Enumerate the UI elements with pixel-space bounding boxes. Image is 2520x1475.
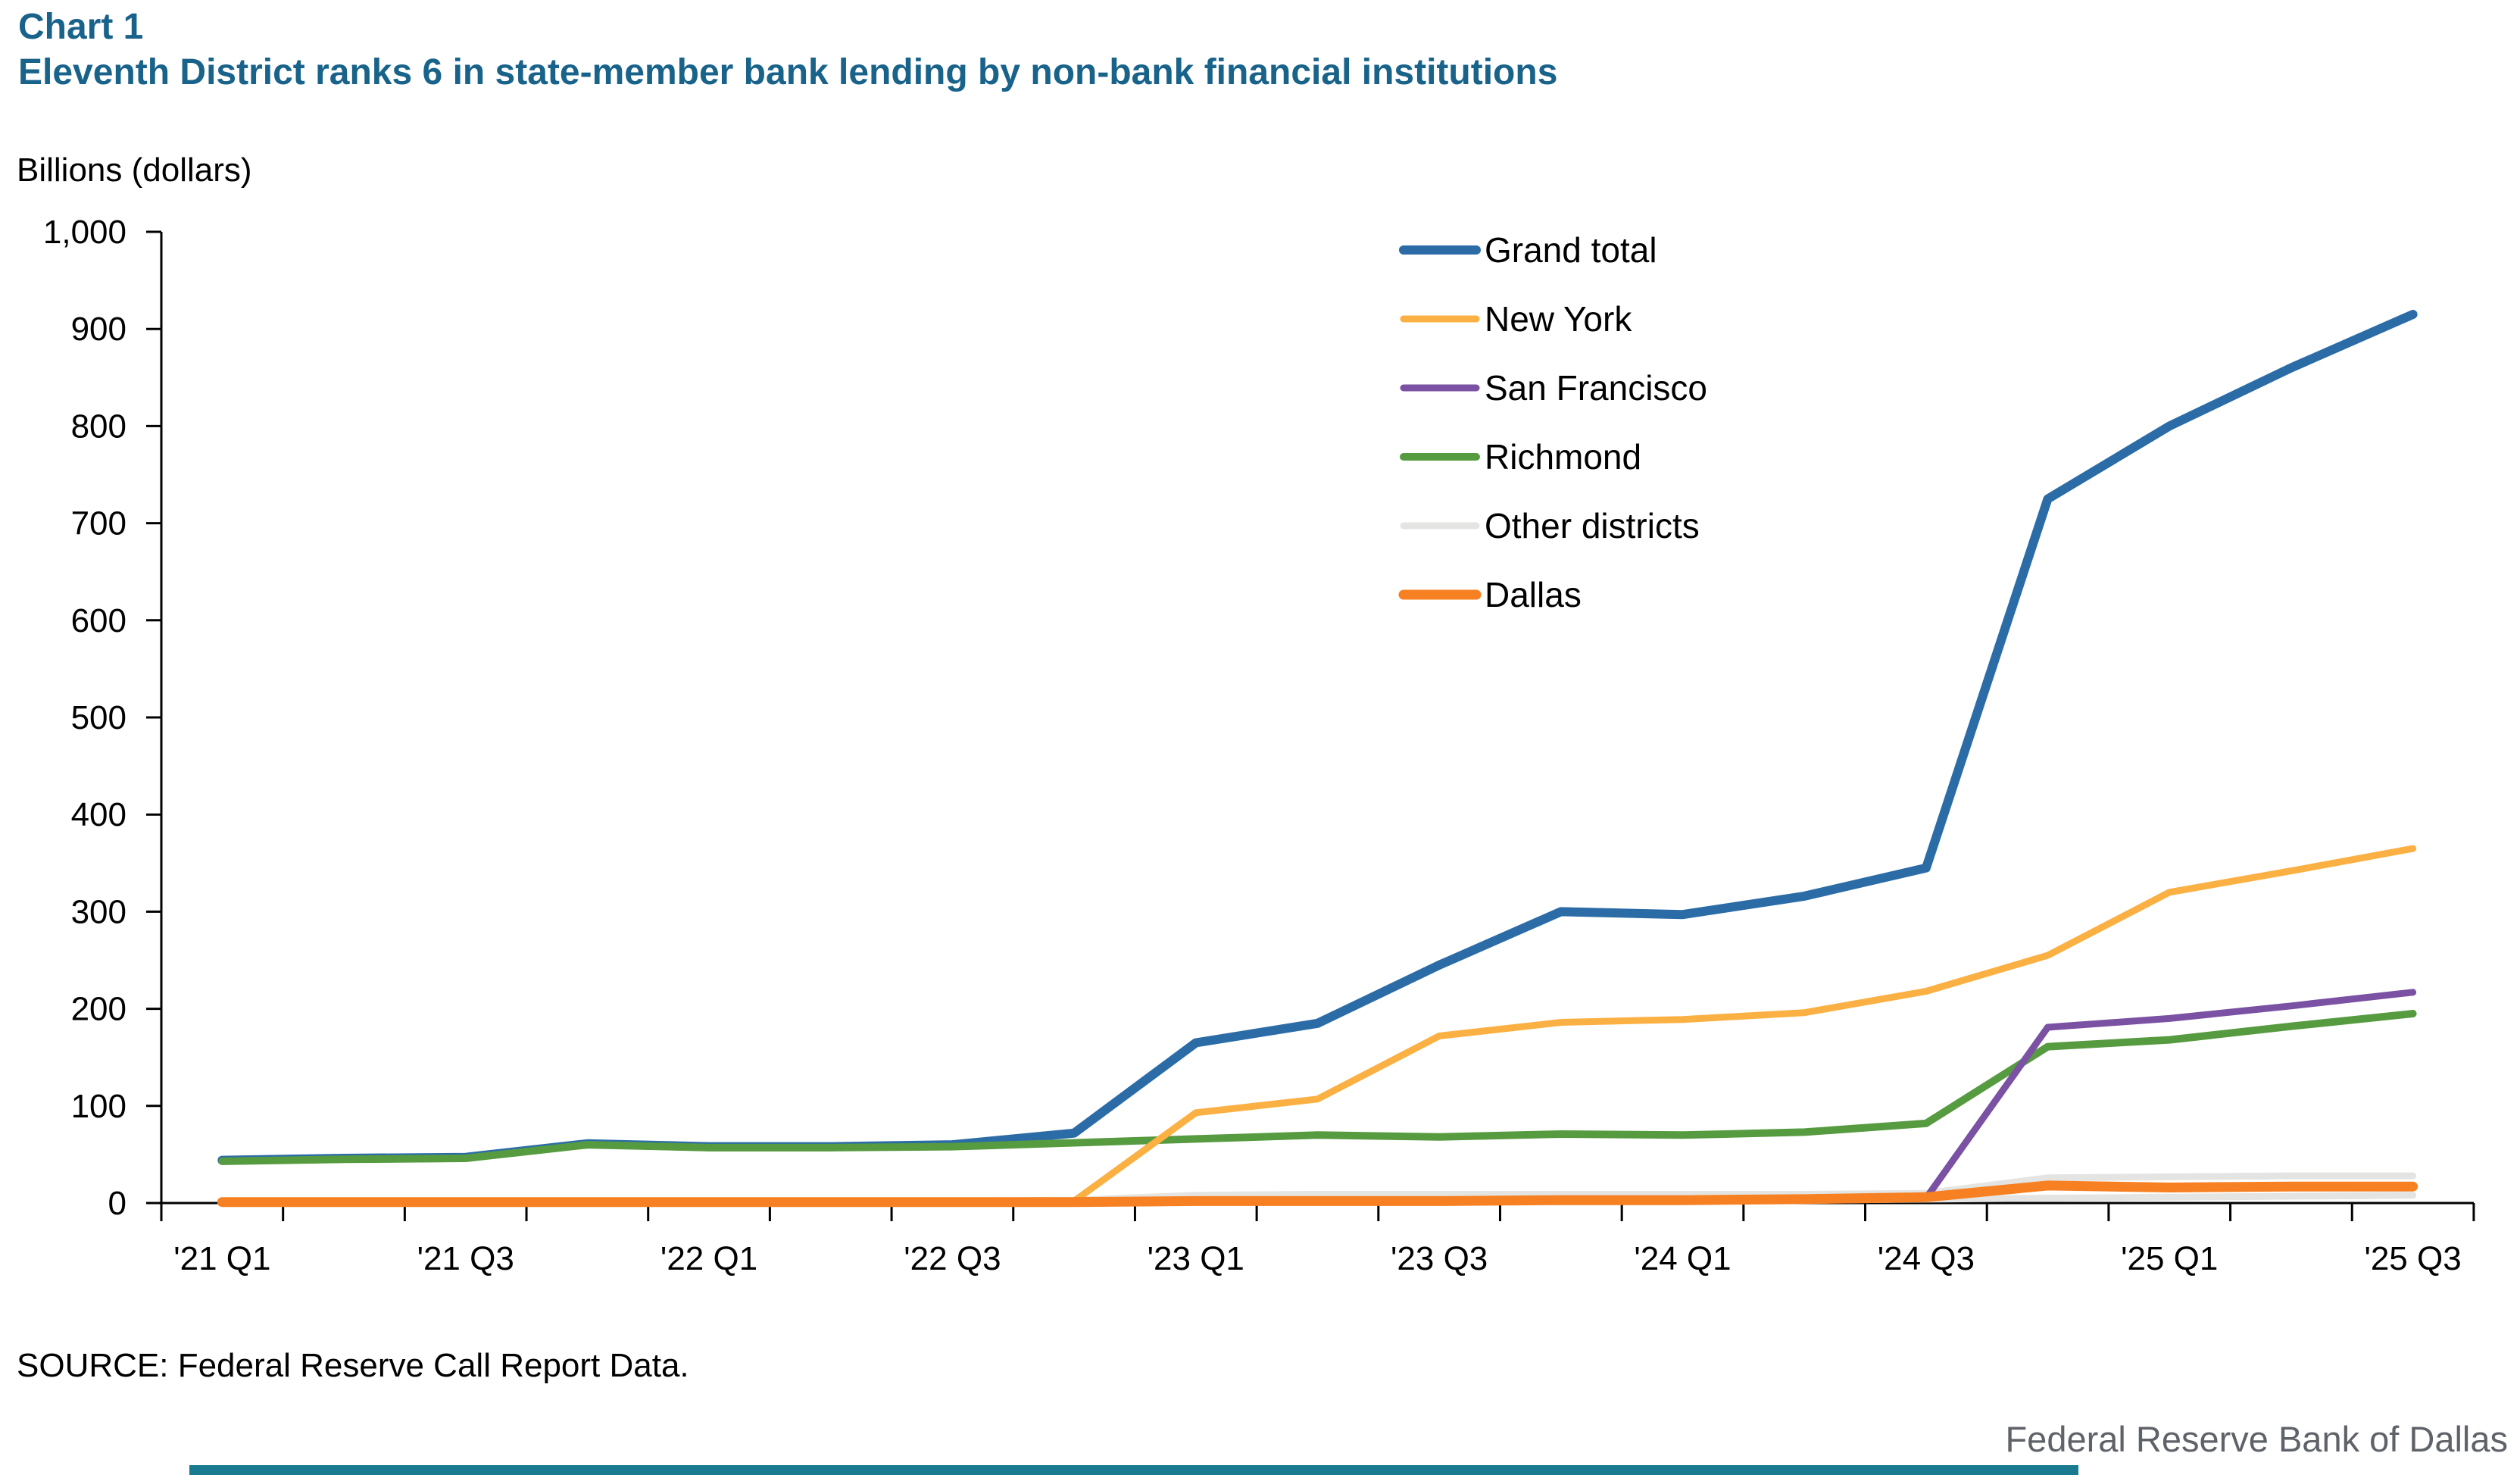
x-axis-tick-label: '24 Q1 [1634,1240,1731,1277]
x-axis-tick-label: '21 Q1 [173,1240,270,1277]
footer-accent-bar [189,1465,2078,1475]
series-line-richmond [218,1010,2417,1165]
y-axis-tick-label: 200 [71,991,126,1028]
y-axis-tick-label: 700 [71,505,126,542]
org-footer-label: Federal Reserve Bank of Dallas [2005,1419,2508,1459]
y-axis-tick-label: 1,000 [43,214,126,251]
y-axis-tick-label: 900 [71,311,126,348]
legend-label-san-francisco: San Francisco [1485,368,1707,408]
x-axis-tick-label: '21 Q3 [417,1240,514,1277]
x-axis-tick-label: '22 Q3 [904,1240,1001,1277]
y-axis-tick-label: 0 [108,1185,126,1222]
series-line-grand-total [217,310,2418,1165]
legend-label-dallas: Dallas [1485,575,1582,614]
series-line-dallas [217,1180,2419,1208]
x-axis-tick-label: '25 Q3 [2364,1240,2461,1277]
legend-label-richmond: Richmond [1485,437,1641,477]
y-axis-tick-label: 300 [71,893,126,930]
y-axis-tick-label: 100 [71,1088,126,1125]
y-axis-tick-label: 800 [71,408,126,445]
x-axis-tick-label: '25 Q1 [2121,1240,2218,1277]
y-axis-tick-label: 500 [71,699,126,736]
y-axis-tick-label: 400 [71,796,126,833]
source-note: SOURCE: Federal Reserve Call Report Data… [17,1347,689,1384]
chart-number-title: Chart 1 [18,7,144,47]
y-axis-unit-label: Billions (dollars) [17,152,252,189]
x-axis-tick-label: '24 Q3 [1878,1240,1975,1277]
legend-label-new-york: New York [1485,299,1632,339]
legend-label-other-districts: Other districts [1485,506,1700,545]
legend-label-grand-total: Grand total [1485,230,1657,270]
x-axis-tick-label: '23 Q1 [1148,1240,1244,1277]
y-axis-tick-label: 600 [71,602,126,639]
x-axis-tick-label: '22 Q1 [660,1240,757,1277]
x-axis-tick-label: '23 Q3 [1391,1240,1488,1277]
chart-subtitle: Eleventh District ranks 6 in state-membe… [18,52,1558,92]
